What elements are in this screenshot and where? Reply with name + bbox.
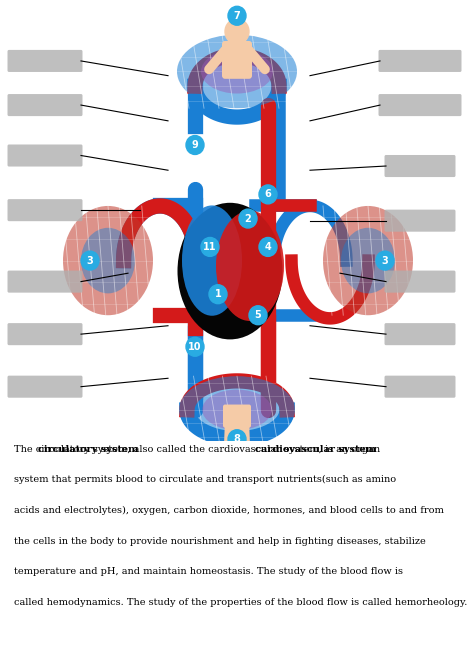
- Circle shape: [81, 251, 99, 270]
- Text: 6: 6: [264, 190, 272, 199]
- Circle shape: [186, 136, 204, 154]
- Ellipse shape: [201, 49, 273, 93]
- FancyBboxPatch shape: [384, 323, 456, 345]
- Text: 8: 8: [234, 434, 240, 444]
- Text: cardiovascular system: cardiovascular system: [255, 445, 376, 454]
- Text: 4: 4: [264, 242, 272, 252]
- Circle shape: [249, 306, 267, 324]
- Text: 7: 7: [234, 11, 240, 21]
- Ellipse shape: [63, 206, 153, 315]
- Text: 10: 10: [188, 342, 202, 352]
- FancyBboxPatch shape: [8, 145, 82, 167]
- Circle shape: [228, 430, 246, 448]
- Ellipse shape: [177, 202, 283, 339]
- Circle shape: [228, 6, 246, 25]
- Ellipse shape: [81, 228, 135, 293]
- FancyBboxPatch shape: [222, 41, 252, 79]
- Text: 3: 3: [87, 256, 93, 265]
- FancyBboxPatch shape: [384, 155, 456, 177]
- Text: system that permits blood to circulate and transport nutrients(such as amino: system that permits blood to circulate a…: [14, 475, 396, 484]
- Text: temperature and pH, and maintain homeostasis. The study of the blood flow is: temperature and pH, and maintain homeost…: [14, 567, 403, 576]
- FancyBboxPatch shape: [8, 271, 82, 293]
- Text: the cells in the body to provide nourishment and help in fighting diseases, stab: the cells in the body to provide nourish…: [14, 537, 426, 546]
- Text: called hemodynamics. The study of the properties of the blood flow is called hem: called hemodynamics. The study of the pr…: [14, 598, 467, 607]
- FancyBboxPatch shape: [8, 199, 82, 221]
- Circle shape: [225, 19, 249, 44]
- Text: 2: 2: [245, 214, 251, 223]
- Text: 9: 9: [191, 140, 199, 150]
- Text: 11: 11: [203, 242, 217, 252]
- FancyBboxPatch shape: [8, 376, 82, 398]
- Ellipse shape: [182, 206, 242, 316]
- FancyBboxPatch shape: [8, 50, 82, 72]
- Ellipse shape: [177, 34, 297, 108]
- Circle shape: [259, 185, 277, 204]
- Ellipse shape: [216, 211, 284, 321]
- Text: 3: 3: [382, 256, 388, 265]
- FancyBboxPatch shape: [223, 404, 251, 428]
- FancyBboxPatch shape: [379, 50, 462, 72]
- Circle shape: [376, 251, 394, 270]
- FancyBboxPatch shape: [384, 376, 456, 398]
- Ellipse shape: [179, 376, 295, 443]
- Ellipse shape: [341, 228, 395, 293]
- FancyBboxPatch shape: [8, 94, 82, 116]
- Circle shape: [209, 285, 227, 304]
- FancyBboxPatch shape: [8, 323, 82, 345]
- Circle shape: [201, 238, 219, 256]
- Text: 1: 1: [215, 289, 221, 299]
- Text: acids and electrolytes), oxygen, carbon dioxide, hormones, and blood cells to an: acids and electrolytes), oxygen, carbon …: [14, 506, 444, 515]
- FancyBboxPatch shape: [384, 210, 456, 232]
- FancyBboxPatch shape: [384, 271, 456, 293]
- FancyBboxPatch shape: [379, 94, 462, 116]
- Circle shape: [239, 209, 257, 228]
- Ellipse shape: [202, 389, 272, 430]
- Text: circulatory system: circulatory system: [38, 445, 139, 454]
- Circle shape: [186, 337, 204, 356]
- Text: 5: 5: [255, 310, 261, 320]
- Text: The circulatory system, also called the cardiovascular system, is an organ: The circulatory system, also called the …: [14, 445, 380, 454]
- Circle shape: [259, 238, 277, 256]
- Ellipse shape: [323, 206, 413, 315]
